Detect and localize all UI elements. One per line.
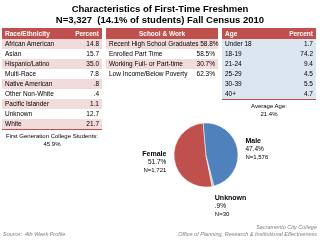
html-text:21.7: 21.7 [86,120,99,127]
html-text:Race/Ethnicity: Race/Ethnicity [5,30,50,37]
html-text:4.7: 4.7 [304,90,313,97]
html-text:30-39: 30-39 [225,80,242,87]
html-text:35.0: 35.0 [86,60,99,67]
html-text:74.2: 74.2 [300,50,313,57]
html-text:Sacramento City College Office: Sacramento City College Office of Planni… [178,224,317,237]
html-text:4.5: 4.5 [304,70,313,77]
html-text:Native American: Native American [5,80,53,87]
html-text:62.3%: 62.3% [196,70,215,77]
html-text:Unknown: Unknown [5,110,33,117]
html-text:Low Income/Below Poverty: Low Income/Below Poverty [109,70,188,77]
html-text:First Generation College Stude: First Generation College Students: 45.9% [6,133,98,147]
html-text:School & Work: School & Work [138,30,185,37]
html-text:1.1: 1.1 [90,100,99,107]
html-text:Average Age: 21.4%: Average Age: 21.4% [251,103,287,117]
html-text:African American: African American [5,40,55,47]
html-text:.4: .4 [93,90,99,97]
html-text:Source: 4th Week Profile: Source: 4th Week Profile [3,231,66,237]
html-text:Hispanic/Latino: Hispanic/Latino [5,60,50,67]
html-text:25-29: 25-29 [225,70,242,77]
html-text:30.7%: 30.7% [196,60,215,67]
html-text:Other Non-White: Other Non-White [5,90,54,97]
html-text:Percent: Percent [289,30,313,37]
html-text:12.7: 12.7 [86,110,99,117]
html-text:1.7: 1.7 [304,40,313,47]
html-text:Asian: Asian [5,50,22,57]
html-text:15.7: 15.7 [86,50,99,57]
html-text:Pacific Islander: Pacific Islander [5,100,50,107]
html-text:N=3,327 (14.1% of students) Fa: N=3,327 (14.1% of students) Fall Census … [55,14,265,25]
html-text:7.8: 7.8 [90,70,99,77]
html-text:Working Full- or Part-time: Working Full- or Part-time [109,60,183,67]
html-text:Recent High School Graduates 5: Recent High School Graduates 58.8% [109,40,219,47]
svg-text:Female51.7%N=1,721: Female51.7%N=1,721 [142,150,167,173]
html-text:21-24: 21-24 [225,60,242,67]
html-text:5.5: 5.5 [304,80,313,87]
html-text:White: White [5,120,22,127]
html-text:40+: 40+ [225,90,236,97]
html-text:.8: .8 [93,80,99,87]
svg-text:Male47.4%N=1,576: Male47.4%N=1,576 [245,137,269,160]
html-text:Under 18: Under 18 [225,40,252,47]
html-text:Percent: Percent [75,30,99,37]
html-text:58.5%: 58.5% [196,50,215,57]
html-text:14.8: 14.8 [86,40,99,47]
html-text:Age: Age [225,30,238,37]
svg-text:Unknown.9%N=30: Unknown.9%N=30 [215,194,247,217]
html-text:Multi-Race: Multi-Race [5,70,37,77]
html-text:Enrolled Part Time: Enrolled Part Time [109,50,163,57]
html-text:18-19: 18-19 [225,50,242,57]
html-text:9.4: 9.4 [304,60,313,67]
html-text:Characteristics of First-Time: Characteristics of First-Time Freshmen [71,3,249,14]
